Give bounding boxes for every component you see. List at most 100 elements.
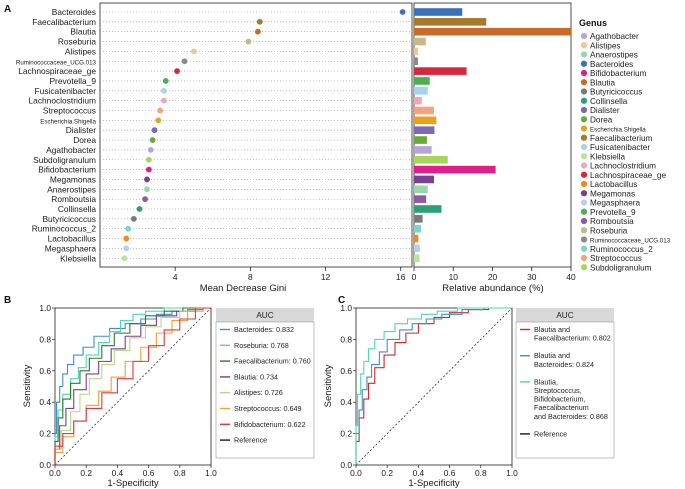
roc-y-tick-label: 0.8 [39,334,51,344]
abundance-tick-label: 30 [527,272,537,282]
gini-category-label: Streptococcus [43,106,96,116]
gini-category-label: Alistipes [65,46,96,56]
abundance-bar-roseburia [414,37,426,46]
genus-legend-label: Lachnoclostridium [590,162,656,171]
genus-legend-swatch-agathobacter [580,32,588,40]
genus-legend-swatch-subdoligranulum [580,264,588,271]
gini-category-label: Butyricicoccus [42,214,96,224]
roc-single-legend-header [216,308,314,322]
roc-legend-label: Bacteroides: 0.824 [534,360,594,369]
roc-x-tick-label: 0.2 [381,468,393,478]
roc-legend-label: Reference [534,429,567,438]
gini-category-label: Megamonas [50,174,96,184]
gini-category-label: Lachnospiraceae_ge [18,66,96,76]
genus-legend-swatch-dorea [580,116,588,123]
roc-y-tick-label: 0.6 [39,366,51,376]
abundance-bar-collinsella [414,205,442,213]
gini-category-label: Agathobacter [46,145,96,155]
roc-legend-label: Alistipes: 0.726 [234,388,283,397]
roc-legend-label: and Bacteroides: 0.868 [534,412,608,421]
abundance-bar-megamonas [414,175,435,184]
roc-legend-label: Bacteroides: 0.832 [234,325,294,334]
gini-tick-label: 12 [321,272,331,282]
roc-single-legend-box [215,321,315,459]
roc-y-tick-label: 0.0 [340,460,352,470]
gini-category-label: Escherichia.Shigella [40,118,96,125]
genus-legend-swatch-fusicatenibacter [580,143,588,151]
abundance-bar-escherichia-shigella [414,116,437,125]
gini-category-label: Fusicatenibacter [35,86,97,96]
roc-y-tick-label: 0.4 [340,397,352,407]
roc-x-tick-label: 0.0 [49,468,61,478]
gini-category-label: Roseburia [58,37,97,47]
abundance-bar-butyricicoccus [414,215,423,223]
genus-legend-label: Bacteroides [590,60,633,69]
genus-legend-label: Anaerostipes [590,51,638,60]
genus-legend-swatch-collinsella [580,97,588,104]
genus-legend-label: Faecalibacterium [590,134,653,143]
genus-legend-swatch-butyricicoccus [580,88,588,95]
gini-category-label: Dorea [73,135,96,145]
genus-legend-label: Lachnospiraceae_ge [590,171,666,180]
gini-point-agathobacter [147,147,154,153]
roc-x-tick-label: 0.4 [112,468,124,478]
roc-legend-label: Blautia and [534,351,570,360]
abundance-tick-label: 0 [412,272,417,282]
roc-single-plot: 0.00.0 0.2 0.2 0.4 0.4 0.6 0.6 0.8 0.8 1.0 1.0 1-S… [22,303,217,489]
gini-point-klebsiella [121,255,128,262]
genus-legend-swatch-escherichia-shigella [580,125,588,132]
abundance-bar-dialister [414,126,435,134]
roc-single-x-axis-title: 1-Specificity [107,478,158,489]
gini-category-label: Faecalibacterium [32,17,96,27]
gini-category-label: Megasphaera [45,243,97,253]
genus-legend: Genus AgathobacterAlistipesAnaerostipesB… [579,18,671,272]
roc-legend-label: Streptococcus: 0.649 [234,404,302,413]
roc-x-tick-label: 0.8 [475,468,487,478]
genus-legend-swatch-lachnoclostridium [580,162,588,169]
genus-legend-label: Klebsiella [590,152,625,161]
gini-category-label: Romboutsia [51,194,96,204]
abundance-bar-klebsiella [414,254,420,263]
roc-legend-label: Faecalibacterium [534,403,589,412]
genus-legend-label: Bifidobacterium [590,69,647,78]
roc-legend-label: Reference [234,436,267,445]
roc-x-tick-label: 0.8 [174,468,186,478]
roc-legend-label: Streptococcus, [534,386,582,395]
gini-plot: BacteroidesFaecalibacteriumBlautiaRosebu… [16,2,413,294]
gini-category-label: Collinsella [58,204,97,214]
gini-category-label: Bifidobacterium [38,165,96,175]
roc-curve-reference [355,307,513,466]
genus-legend-swatch-ruminococcus-2 [580,245,588,252]
gini-point-streptococcus [157,107,164,114]
abundance-bar-megasphaera [414,244,420,253]
gini-point-lachnospiraceae-ge [174,68,180,74]
gini-point-romboutsia [142,196,149,203]
roc-y-tick-label: 1.0 [39,303,51,313]
abundance-plot: 0 10 20 30 40 Relative abundance (%) [412,2,576,294]
abundance-bar-romboutsia [414,195,427,203]
roc-curve-streptococcus [54,307,211,465]
gini-category-label: Dialister [66,125,96,135]
genus-legend-label: Collinsella [590,97,628,106]
roc-x-tick-label: 0.2 [80,468,92,478]
abundance-bar-faecalibacterium [414,18,487,26]
abundance-tick-label: 20 [488,272,498,282]
roc-legend-label: Bifidobacterium, [534,395,586,404]
genus-legend-swatch-faecalibacterium [580,134,588,141]
genus-legend-swatch-bifidobacterium [580,69,588,77]
gini-category-label: Klebsiella [60,253,96,263]
gini-point-alistipes [191,48,197,55]
roc-curve-blautia-and-bacteroides [355,307,512,465]
genus-legend-label: Agathobacter [590,32,639,41]
genus-legend-label: Megamonas [590,189,635,198]
gini-point-ruminococcus-2 [125,225,132,232]
genus-legend-label: Dialister [590,106,620,115]
gini-point-megamonas [144,176,150,183]
roc-curve-alistipes [54,307,211,465]
panel-label-c: C [338,295,345,306]
gini-frame [99,2,413,268]
abundance-bar-blautia [414,27,571,36]
gini-point-anaerostipes [144,186,150,193]
gini-point-bifidobacterium [145,166,152,173]
genus-legend-swatch-prevotella-9 [580,208,588,215]
